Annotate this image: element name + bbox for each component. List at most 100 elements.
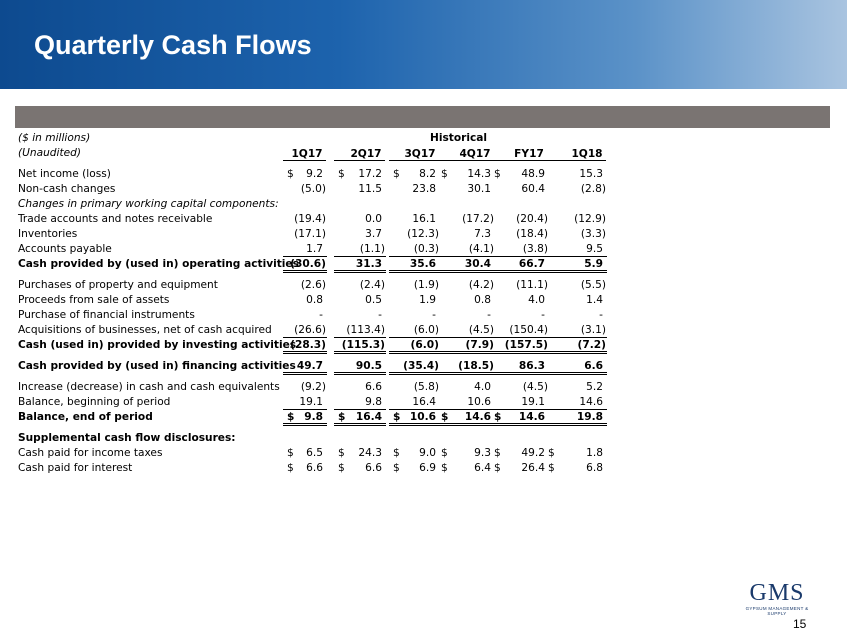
cell-value: (115.3) — [341, 339, 385, 351]
cell-value: 14.3 — [467, 168, 491, 180]
units-label: ($ in millions) — [18, 132, 91, 144]
dollar-sign: $ — [494, 411, 502, 423]
table-row: Trade accounts and notes receivable (19.4… — [18, 212, 618, 227]
cell-value: 48.9 — [521, 168, 545, 180]
cell-value: (2.8) — [580, 183, 606, 195]
dollar-sign: $ — [287, 447, 294, 459]
table-row: Net income (loss) 9.2 $17.2 $8.2 $14.3 $48.9 $… — [18, 167, 618, 182]
row-label: Cash provided by (used in) financing act… — [18, 360, 296, 372]
cell-value: 5.2 — [586, 381, 603, 393]
cell-value: (35.4) — [403, 360, 439, 372]
cell-value: 19.1 — [299, 396, 323, 408]
cell-value: 6.8 — [586, 462, 603, 474]
table-row: Increase (decrease) in cash and cash equ… — [18, 380, 618, 395]
row-label: Increase (decrease) in cash and cash equ… — [18, 381, 280, 393]
gms-logo: GMS GYPSUM MANAGEMENT & SUPPLY — [737, 580, 817, 616]
total-double-underline — [334, 372, 386, 375]
subtotal-underline — [437, 337, 495, 338]
table-row: Purchases of property and equipment (2.6)… — [18, 278, 618, 293]
row-label: Purchases of property and equipment — [18, 279, 218, 291]
unaudited-label: (Unaudited) — [18, 147, 82, 159]
cell-value: 60.4 — [521, 183, 545, 195]
subtotal-underline — [283, 409, 327, 410]
cell-value: (1.9) — [413, 279, 439, 291]
cell-value: 19.1 — [521, 396, 545, 408]
cell-value: 19.8 — [576, 411, 603, 423]
cell-value: 26.4 — [521, 462, 545, 474]
cell-value: 6.5 — [306, 447, 323, 459]
cell-value: (28.3) — [290, 339, 326, 351]
row-label: Cash paid for interest — [18, 462, 133, 474]
row-label: Cash (used in) provided by investing act… — [18, 339, 297, 351]
dollar-sign: $ — [441, 462, 448, 474]
dollar-sign: $ — [393, 447, 400, 459]
cell-value: 1.4 — [586, 294, 603, 306]
row-label: Supplemental cash flow disclosures: — [18, 432, 236, 444]
column-header-underline — [490, 160, 548, 161]
cell-value: (113.4) — [346, 324, 385, 336]
cell-value: (9.2) — [300, 381, 326, 393]
total-double-underline — [437, 270, 495, 273]
cell-value: 6.4 — [474, 462, 491, 474]
cell-value: (4.2) — [468, 279, 494, 291]
total-double-underline — [490, 270, 549, 273]
cell-value: 16.4 — [355, 411, 382, 423]
column-header-4q17: 4Q17 — [459, 148, 491, 160]
subtotal-underline — [437, 256, 495, 257]
cell-value: 49.7 — [296, 360, 323, 372]
cell-value: 1.9 — [419, 294, 436, 306]
total-double-underline — [490, 423, 549, 426]
subtotal-underline — [283, 256, 327, 257]
cell-value: - — [319, 309, 323, 321]
cell-value: (4.1) — [468, 243, 494, 255]
dollar-sign: $ — [441, 447, 448, 459]
total-double-underline — [283, 423, 327, 426]
cell-value: - — [378, 309, 382, 321]
header-bar — [15, 106, 830, 128]
total-double-underline — [283, 270, 327, 273]
cell-value: - — [599, 309, 603, 321]
cell-value: 31.3 — [355, 258, 382, 270]
subtotal-underline — [437, 409, 495, 410]
cell-value: 14.6 — [518, 411, 545, 423]
cell-value: (6.0) — [413, 324, 439, 336]
column-header-underline — [544, 160, 606, 161]
cell-value: 6.6 — [306, 462, 323, 474]
column-header-3q17: 3Q17 — [404, 148, 436, 160]
cell-value: 9.2 — [306, 168, 323, 180]
logo-tagline: GYPSUM MANAGEMENT & SUPPLY — [745, 606, 809, 616]
cell-value: - — [541, 309, 545, 321]
cell-value: (26.6) — [294, 324, 326, 336]
total-double-underline — [544, 372, 607, 375]
cell-value: 14.6 — [464, 411, 491, 423]
logo-wordmark: GMS — [749, 580, 805, 606]
total-double-underline — [389, 270, 440, 273]
table-row: Proceeds from sale of assets 0.8 0.5 1.9 0.8… — [18, 293, 618, 308]
dollar-sign: $ — [548, 447, 555, 459]
column-header-1q17: 1Q17 — [291, 148, 323, 160]
dollar-sign: $ — [393, 462, 400, 474]
dollar-sign: $ — [287, 411, 295, 423]
cell-value: (2.4) — [359, 279, 385, 291]
page-number: 15 — [793, 617, 807, 631]
cell-value: 0.8 — [306, 294, 323, 306]
cell-value: (7.2) — [577, 339, 606, 351]
table-row: Balance, end of period 9.8 $16.4 $10.6 $14.6… — [18, 410, 618, 426]
cell-value: 4.0 — [474, 381, 491, 393]
row-label: Trade accounts and notes receivable — [18, 213, 213, 225]
table-row: Non-cash changes (5.0) 11.5 23.8 30.1 60.4 (2.… — [18, 182, 618, 197]
cell-value: 1.8 — [586, 447, 603, 459]
cell-value: (17.2) — [462, 213, 494, 225]
historical-header: Historical — [430, 132, 488, 144]
cell-value: (1.1) — [359, 243, 385, 255]
row-label: Cash provided by (used in) operating act… — [18, 258, 299, 270]
total-double-underline — [334, 351, 386, 354]
dollar-sign: $ — [338, 411, 346, 423]
subtotal-underline — [334, 409, 386, 410]
cell-value: (150.4) — [509, 324, 548, 336]
total-double-underline — [544, 351, 607, 354]
cell-value: 10.6 — [409, 411, 436, 423]
cell-value: 4.0 — [528, 294, 545, 306]
cell-value: 14.6 — [579, 396, 603, 408]
table-row: Accounts payable 1.7 (1.1) (0.3) (4.1) (3.8) 9… — [18, 242, 618, 257]
